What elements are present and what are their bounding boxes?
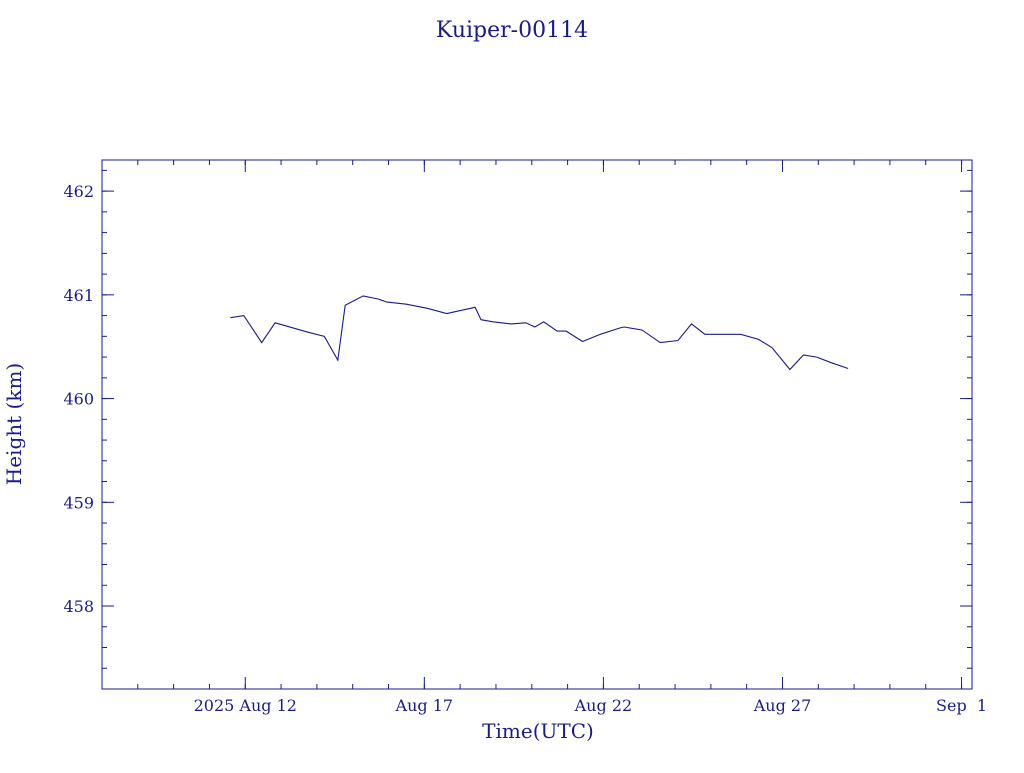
y-tick-label: 462 [63,182,94,201]
x-axis-label: Time(UTC) [482,719,594,743]
x-tick-label: Aug 22 [574,696,633,715]
x-axis-ticks [101,160,963,689]
y-axis-label: Height (km) [2,363,26,485]
y-tick-label: 459 [63,493,94,512]
x-tick-label: Aug 17 [395,696,454,715]
y-tick-label: 458 [63,597,94,616]
chart-title: Kuiper-00114 [436,18,588,43]
x-tick-label: Aug 27 [753,696,812,715]
x-tick-label: 2025 Aug 12 [194,696,297,715]
y-axis-ticks [102,169,972,690]
y-tick-label: 461 [63,286,94,305]
y-tick-label: 460 [63,390,94,409]
x-axis-tick-labels: 2025 Aug 12 Aug 17 Aug 22 Aug 27 Sep 1 [194,696,987,715]
y-axis-tick-labels: 458 459 460 461 462 [63,182,94,616]
x-tick-label: Sep 1 [936,696,987,715]
plot-frame [101,159,973,690]
height-series-line [230,295,849,371]
